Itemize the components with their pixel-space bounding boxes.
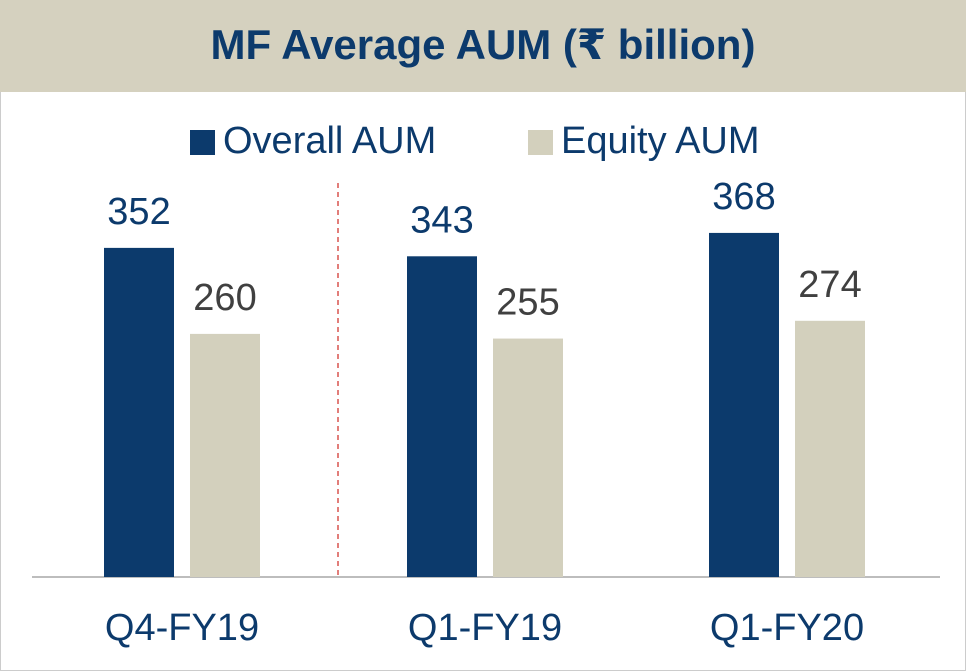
- bar: [407, 256, 477, 577]
- data-label: 255: [496, 282, 559, 324]
- data-label: 343: [410, 199, 473, 241]
- legend-swatch: [528, 130, 553, 155]
- legend-label: Overall AUM: [223, 120, 436, 162]
- x-tick-label: Q1-FY19: [408, 607, 562, 649]
- bar: [795, 320, 865, 577]
- legend-label: Equity AUM: [561, 120, 760, 162]
- data-label: 368: [712, 176, 775, 218]
- data-label: 274: [798, 264, 861, 306]
- bar: [104, 247, 174, 577]
- bar: [493, 338, 563, 577]
- x-tick-label: Q1-FY20: [710, 607, 864, 649]
- legend-swatch: [190, 130, 215, 155]
- bar: [190, 333, 260, 577]
- bar: [709, 232, 779, 578]
- title-band: [0, 0, 966, 92]
- x-tick-label: Q4-FY19: [105, 607, 259, 649]
- data-label: 260: [193, 277, 256, 319]
- chart-title: MF Average AUM (₹ billion): [211, 21, 756, 68]
- data-label: 352: [107, 191, 170, 233]
